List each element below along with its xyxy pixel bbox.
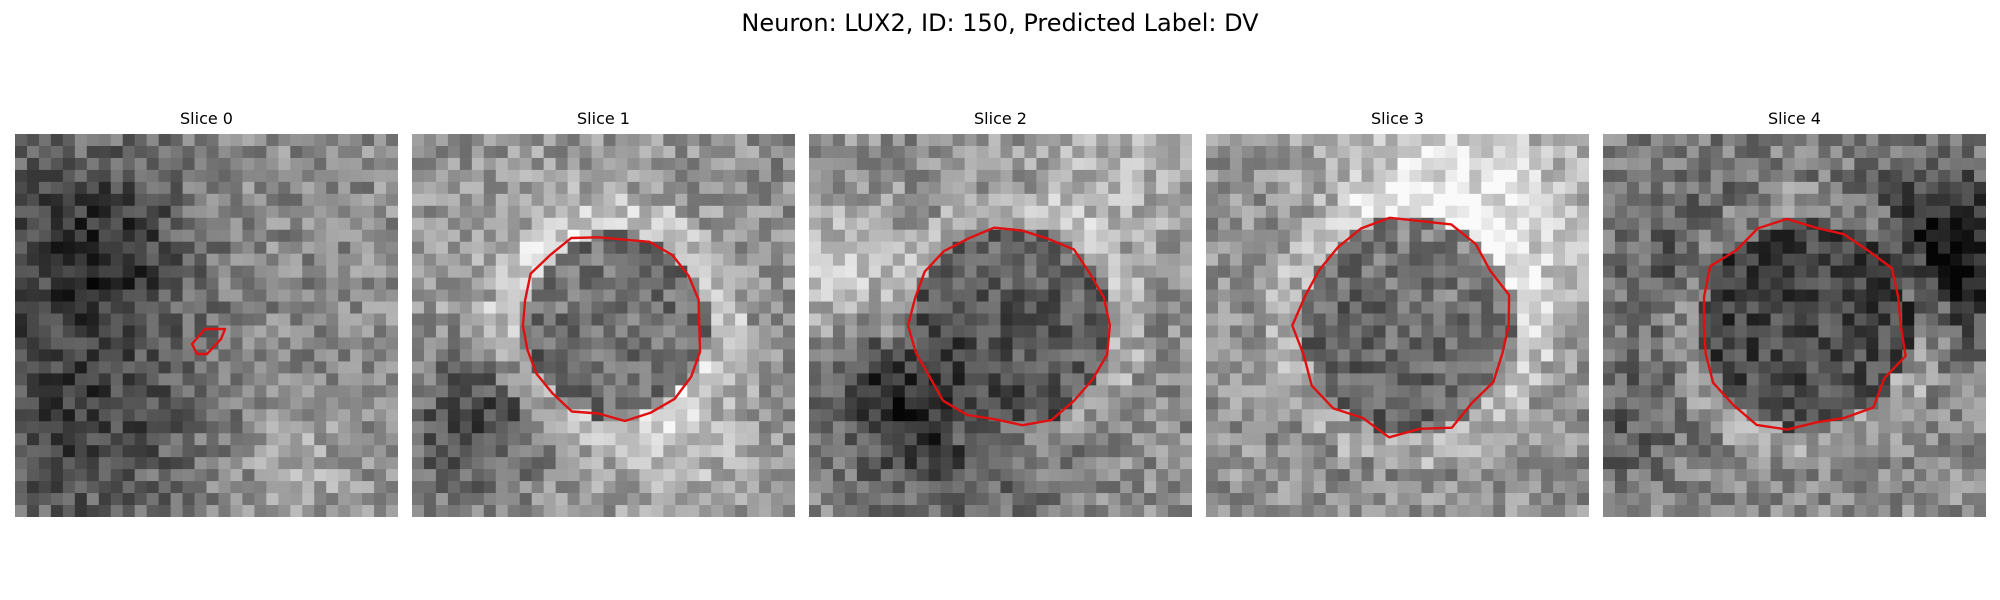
slice-image-2	[809, 134, 1192, 517]
cell-outline	[190, 327, 227, 356]
cell-outline	[906, 226, 1112, 427]
pixel-grid	[1603, 134, 1986, 517]
slice-panel-0: Slice 0	[15, 108, 398, 517]
slice-title-4: Slice 4	[1768, 109, 1821, 128]
pixel-grid	[412, 134, 795, 517]
slice-panel-4: Slice 4	[1603, 108, 1986, 517]
slice-title-0: Slice 0	[180, 109, 233, 128]
pixel-grid	[809, 134, 1192, 517]
slice-image-4	[1603, 134, 1986, 517]
slice-panel-1: Slice 1	[412, 108, 795, 517]
cell-outline	[1702, 217, 1907, 431]
cell-outline	[521, 236, 702, 423]
slice-image-1	[412, 134, 795, 517]
pixel-grid	[15, 134, 398, 517]
slice-title-1: Slice 1	[577, 109, 630, 128]
cell-outline	[1291, 216, 1511, 439]
slice-image-3	[1206, 134, 1589, 517]
slice-panel-3: Slice 3	[1206, 108, 1589, 517]
slice-panel-2: Slice 2	[809, 108, 1192, 517]
slice-title-3: Slice 3	[1371, 109, 1424, 128]
slice-title-2: Slice 2	[974, 109, 1027, 128]
pixel-grid	[1206, 134, 1589, 517]
slice-image-0	[15, 134, 398, 517]
figure-title: Neuron: LUX2, ID: 150, Predicted Label: …	[741, 9, 1259, 37]
